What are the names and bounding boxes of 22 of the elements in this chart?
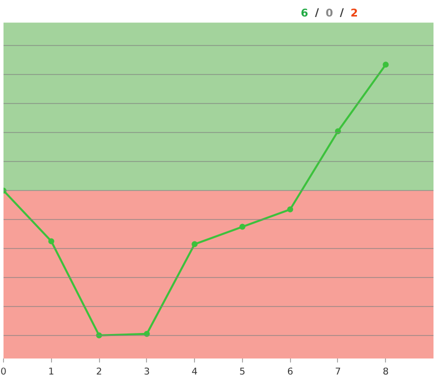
x-tick-label: 3 [144,366,150,377]
x-tick-label: 0 [0,366,7,377]
x-tick-label: 6 [287,366,294,377]
point [382,62,389,68]
text: 6 [300,6,308,20]
text: / [340,6,344,20]
x-tick-label: 4 [192,366,198,377]
text: / [314,6,319,20]
x-tick-label: 8 [382,366,389,377]
x-tick-label: 7 [334,366,341,377]
x-tick-label: 1 [48,366,54,377]
point [144,330,150,337]
point [192,241,198,248]
point [239,224,246,230]
point [334,128,341,134]
point [287,206,294,212]
point [48,238,54,244]
text: 0 [326,6,334,20]
x-tick-label: 2 [96,366,102,377]
x-tick-label: 5 [239,366,246,377]
text: 2 [350,6,358,20]
point [96,332,102,338]
